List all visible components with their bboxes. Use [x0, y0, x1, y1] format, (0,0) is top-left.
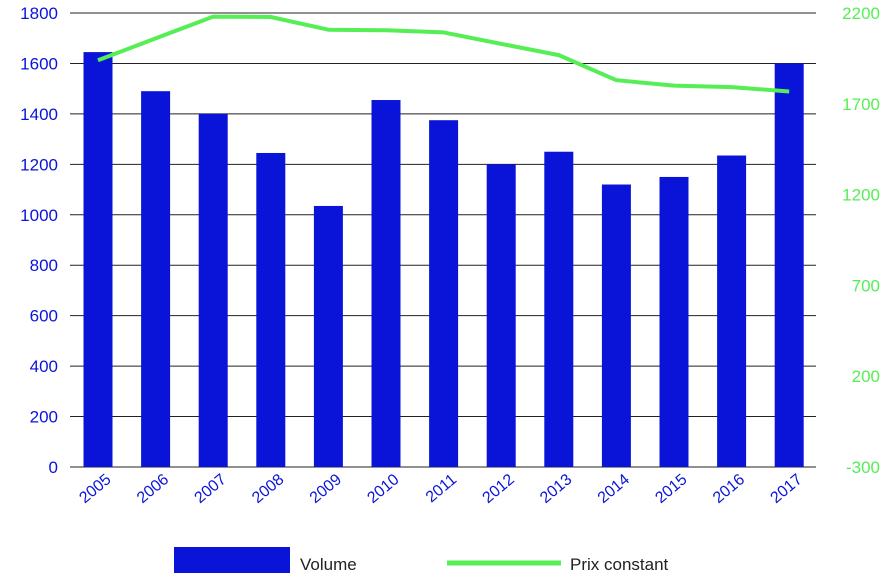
x-tick-label: 2013 [537, 471, 575, 507]
bar-2007 [198, 113, 228, 467]
x-tick-label: 2014 [595, 471, 633, 507]
bar-2016 [717, 155, 747, 467]
left-tick-label: 400 [30, 357, 58, 376]
right-tick-label: 2200 [842, 4, 880, 23]
right-tick-label: 700 [852, 276, 880, 295]
bar-2011 [429, 120, 459, 467]
left-tick-label: 1000 [20, 206, 58, 225]
line-prix-constant [97, 14, 790, 94]
bar-series [83, 52, 804, 468]
x-tick-label: 2006 [134, 471, 172, 507]
bar-2012 [486, 164, 516, 468]
left-axis: 0 200 400 600 800 1000 1200 1400 1600 1800 [20, 4, 58, 477]
x-tick-label: 2015 [652, 471, 690, 507]
x-tick-label: 2007 [192, 471, 230, 507]
right-axis: -300 200 700 1200 1700 2200 [842, 4, 880, 477]
bar-2013 [544, 151, 574, 467]
left-tick-label: 600 [30, 307, 58, 326]
legend-label-prix-constant: Prix constant [570, 555, 669, 574]
x-tick-label: 2016 [710, 471, 748, 507]
x-tick-label: 2011 [423, 471, 460, 506]
x-tick-label: 2010 [364, 471, 402, 507]
x-tick-label: 2005 [76, 471, 114, 507]
bar-2015 [659, 176, 689, 467]
left-tick-label: 200 [30, 408, 58, 427]
left-tick-label: 1600 [20, 54, 58, 73]
right-tick-label: 200 [852, 367, 880, 386]
bar-2005 [83, 52, 113, 467]
bar-2009 [313, 205, 343, 467]
legend: Volume Prix constant [174, 547, 669, 574]
right-tick-label: 1700 [842, 95, 880, 114]
x-tick-label: 2008 [249, 471, 287, 507]
bar-2014 [601, 184, 631, 467]
x-tick-label: 2017 [768, 471, 806, 507]
left-tick-label: 0 [49, 458, 58, 477]
bar-2008 [256, 152, 286, 467]
x-tick-label: 2012 [480, 471, 518, 507]
x-tick-label: 2009 [307, 471, 345, 507]
left-tick-label: 800 [30, 256, 58, 275]
right-tick-label: -300 [846, 458, 880, 477]
line-series [97, 14, 790, 94]
x-axis: 2005 2006 2007 2008 2009 2010 2011 2012 2013 2014… [76, 471, 805, 507]
bar-2006 [141, 91, 171, 467]
legend-label-volume: Volume [300, 555, 357, 574]
bar-2010 [371, 100, 401, 468]
right-tick-label: 1200 [842, 186, 880, 205]
legend-swatch-volume [174, 547, 290, 573]
left-tick-label: 1800 [20, 4, 58, 23]
left-tick-label: 1400 [20, 105, 58, 124]
bar-2017 [774, 63, 804, 467]
left-tick-label: 1200 [20, 155, 58, 174]
